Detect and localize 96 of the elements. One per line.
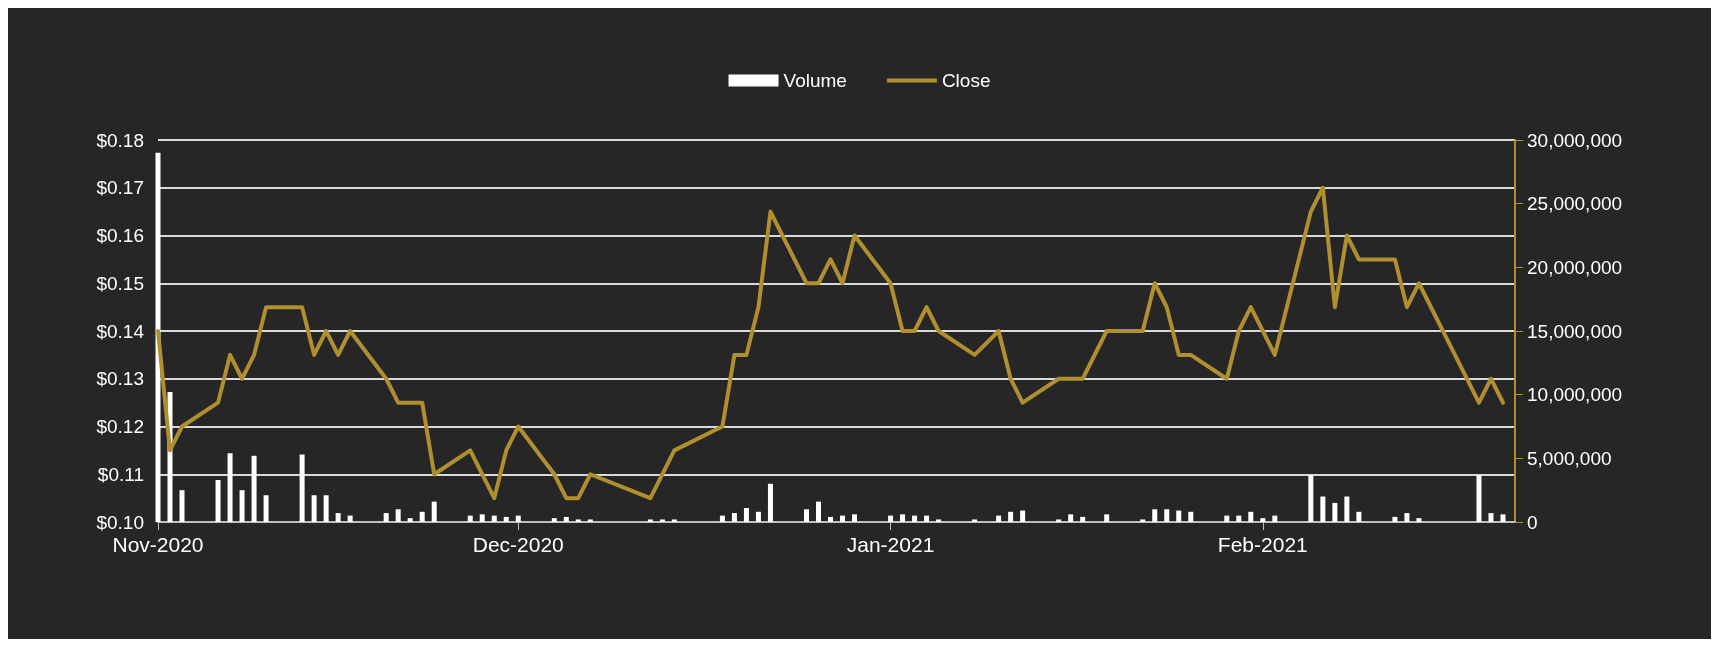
bar xyxy=(323,495,329,522)
bar xyxy=(1164,509,1170,522)
bar xyxy=(347,515,353,522)
bar xyxy=(479,514,485,522)
bar xyxy=(1176,510,1182,522)
y2-tick-label: 15,000,000 xyxy=(1527,320,1623,342)
bar xyxy=(1392,516,1398,522)
x-tick-label: Jan-2021 xyxy=(846,533,935,556)
bar xyxy=(335,513,341,522)
bar xyxy=(587,519,593,522)
bar xyxy=(1416,518,1422,522)
bar xyxy=(719,515,725,522)
bar xyxy=(515,515,521,522)
bar xyxy=(1488,513,1494,522)
bar xyxy=(491,515,497,522)
bar xyxy=(1308,474,1314,522)
bar xyxy=(1332,502,1338,522)
bar xyxy=(815,501,821,522)
bar xyxy=(1224,515,1230,522)
y-tick-label: $0.15 xyxy=(96,272,144,294)
y2-tick-label: 30,000,000 xyxy=(1527,129,1623,151)
bar xyxy=(563,516,569,522)
y-tick-label: $0.10 xyxy=(96,511,144,533)
bar xyxy=(731,513,737,522)
bar xyxy=(503,516,509,522)
x-tick-label: Nov-2020 xyxy=(112,533,204,556)
bar xyxy=(1104,514,1110,522)
bar xyxy=(215,479,221,522)
bar xyxy=(1152,509,1158,522)
bar xyxy=(1272,515,1278,522)
bar xyxy=(419,511,425,522)
bar xyxy=(767,483,773,522)
y-tick-label: $0.16 xyxy=(96,225,144,246)
bar xyxy=(227,453,233,522)
bar xyxy=(431,501,437,522)
bar xyxy=(155,152,161,522)
bar xyxy=(1020,510,1026,522)
bar xyxy=(1008,511,1014,522)
bar xyxy=(671,519,677,522)
bar xyxy=(1056,519,1062,522)
bar xyxy=(972,519,978,522)
bar xyxy=(407,518,413,522)
bar xyxy=(239,490,245,522)
bar xyxy=(575,519,581,522)
y-tick-label: $0.14 xyxy=(96,320,145,342)
bar xyxy=(1404,513,1410,522)
bar xyxy=(263,495,269,522)
bar xyxy=(1344,496,1350,522)
bar xyxy=(912,515,918,522)
legend-label: Close xyxy=(941,70,991,91)
bar xyxy=(900,514,906,522)
y-tick-label: $0.11 xyxy=(97,463,144,485)
bar xyxy=(551,518,557,522)
bar xyxy=(311,495,317,522)
bar xyxy=(924,515,930,522)
bar xyxy=(1236,515,1242,522)
bar xyxy=(467,515,473,522)
y-tick-label: $0.13 xyxy=(96,368,144,390)
y2-tick-label: 25,000,000 xyxy=(1527,193,1623,215)
bar xyxy=(1140,519,1146,522)
bar xyxy=(852,514,858,522)
y2-tick-label: 0 xyxy=(1527,511,1538,533)
bar xyxy=(1068,514,1074,522)
bar xyxy=(803,509,809,522)
bar xyxy=(840,515,845,522)
x-tick-label: Feb-2021 xyxy=(1217,533,1308,556)
line-series xyxy=(156,185,1505,501)
y2-tick-label: 10,000,000 xyxy=(1527,384,1623,406)
bar xyxy=(383,513,389,522)
bar xyxy=(1188,511,1194,522)
x-tick-label: Dec-2020 xyxy=(472,533,564,556)
bar xyxy=(743,507,749,522)
y2-tick-label: 5,000,000 xyxy=(1527,447,1612,469)
bar xyxy=(179,490,185,522)
y2-tick-label: 20,000,000 xyxy=(1527,256,1623,278)
y-tick-label: $0.17 xyxy=(96,177,144,199)
bar xyxy=(888,515,894,522)
y-tick-label: $0.12 xyxy=(96,416,144,437)
y-tick-label: $0.18 xyxy=(96,129,144,151)
bar xyxy=(1260,518,1266,522)
bar xyxy=(936,519,942,522)
bar xyxy=(1500,514,1506,522)
bar xyxy=(1248,511,1254,522)
bar xyxy=(251,455,257,522)
bar xyxy=(755,511,761,522)
bar xyxy=(659,519,665,522)
bar xyxy=(647,519,653,522)
bar xyxy=(1320,496,1326,522)
bar xyxy=(1356,511,1362,522)
bar xyxy=(1476,474,1482,522)
bar xyxy=(395,509,401,522)
legend-label: Volume xyxy=(783,70,847,91)
bar xyxy=(828,516,833,522)
bar xyxy=(299,454,305,522)
bar xyxy=(1080,516,1086,522)
bar xyxy=(996,515,1002,522)
